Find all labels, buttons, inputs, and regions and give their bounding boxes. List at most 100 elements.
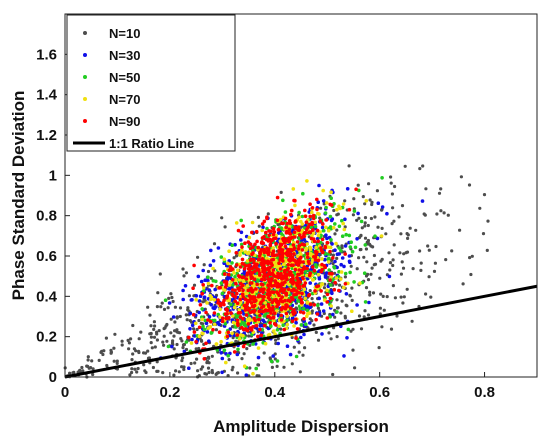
data-point [339, 262, 344, 267]
data-point [281, 323, 286, 328]
data-point [285, 268, 289, 272]
data-point [130, 367, 134, 371]
data-point [315, 250, 319, 255]
data-point [291, 263, 295, 268]
data-point [171, 299, 175, 304]
data-point [227, 249, 231, 253]
data-point [105, 363, 109, 368]
data-point [279, 318, 284, 322]
data-point [368, 198, 372, 202]
data-point [296, 228, 300, 232]
data-point [268, 308, 273, 312]
data-point [184, 340, 189, 344]
data-point [189, 361, 193, 366]
data-point [342, 227, 347, 232]
data-point [311, 278, 315, 282]
data-point [235, 301, 240, 306]
y-axis-label: Phase Standard Deviation [9, 91, 28, 301]
data-point [207, 315, 212, 319]
data-point [135, 370, 139, 374]
data-point [308, 271, 313, 276]
data-point [146, 356, 151, 360]
data-point [317, 183, 321, 188]
data-point [137, 349, 141, 353]
data-point [197, 374, 201, 378]
data-point [224, 307, 228, 312]
data-point [297, 272, 301, 277]
data-point [155, 305, 159, 309]
data-point [216, 371, 220, 375]
data-point [256, 346, 261, 350]
data-point [304, 220, 309, 224]
data-point [343, 282, 348, 286]
data-point [392, 243, 396, 247]
data-point [120, 343, 124, 347]
data-point [258, 309, 263, 314]
data-point [175, 316, 179, 320]
data-point [258, 271, 262, 276]
data-point [320, 332, 324, 336]
data-point [333, 232, 337, 236]
data-point [366, 223, 370, 228]
data-point [271, 226, 276, 231]
data-point [397, 215, 401, 219]
data-point [287, 224, 292, 229]
data-point [320, 225, 325, 230]
data-point [418, 167, 422, 171]
data-point [239, 218, 243, 223]
data-point [248, 269, 252, 274]
data-point [296, 254, 300, 259]
data-point [289, 255, 294, 259]
data-point [319, 206, 323, 210]
data-point [244, 373, 249, 378]
data-point [289, 212, 293, 217]
data-point [149, 324, 153, 328]
data-point [283, 244, 288, 249]
data-point [408, 226, 412, 230]
data-point [297, 350, 301, 354]
data-point [321, 309, 326, 313]
data-point [366, 313, 371, 317]
data-point [271, 249, 276, 253]
data-point [405, 250, 410, 254]
data-point [220, 316, 225, 321]
data-point [218, 303, 223, 308]
data-point [258, 313, 262, 318]
data-point [276, 227, 281, 232]
data-point [208, 324, 213, 329]
data-point [90, 359, 94, 363]
data-point [325, 288, 329, 293]
data-point [350, 249, 355, 254]
data-point [279, 271, 283, 276]
data-point [235, 268, 240, 273]
data-point [109, 351, 113, 355]
data-point [244, 323, 248, 328]
data-point [194, 340, 198, 344]
data-point [357, 314, 362, 318]
data-point [269, 324, 273, 329]
data-point [354, 187, 358, 192]
data-point [240, 325, 244, 330]
data-point [248, 242, 253, 247]
data-point [271, 268, 276, 272]
legend-label: N=90 [109, 114, 140, 129]
data-point [255, 268, 260, 272]
data-point [337, 252, 342, 256]
data-point [214, 328, 218, 332]
data-point [270, 365, 274, 369]
data-point [230, 261, 234, 265]
data-point [279, 307, 284, 312]
data-point [259, 241, 264, 245]
data-point [270, 290, 274, 294]
data-point [302, 287, 307, 292]
data-point [191, 286, 195, 291]
data-point [272, 274, 277, 278]
data-point [427, 275, 431, 279]
data-point [307, 292, 312, 297]
data-point [300, 248, 305, 252]
data-point [389, 175, 393, 179]
data-point [337, 270, 341, 274]
data-point [204, 321, 209, 326]
data-point [343, 271, 348, 276]
